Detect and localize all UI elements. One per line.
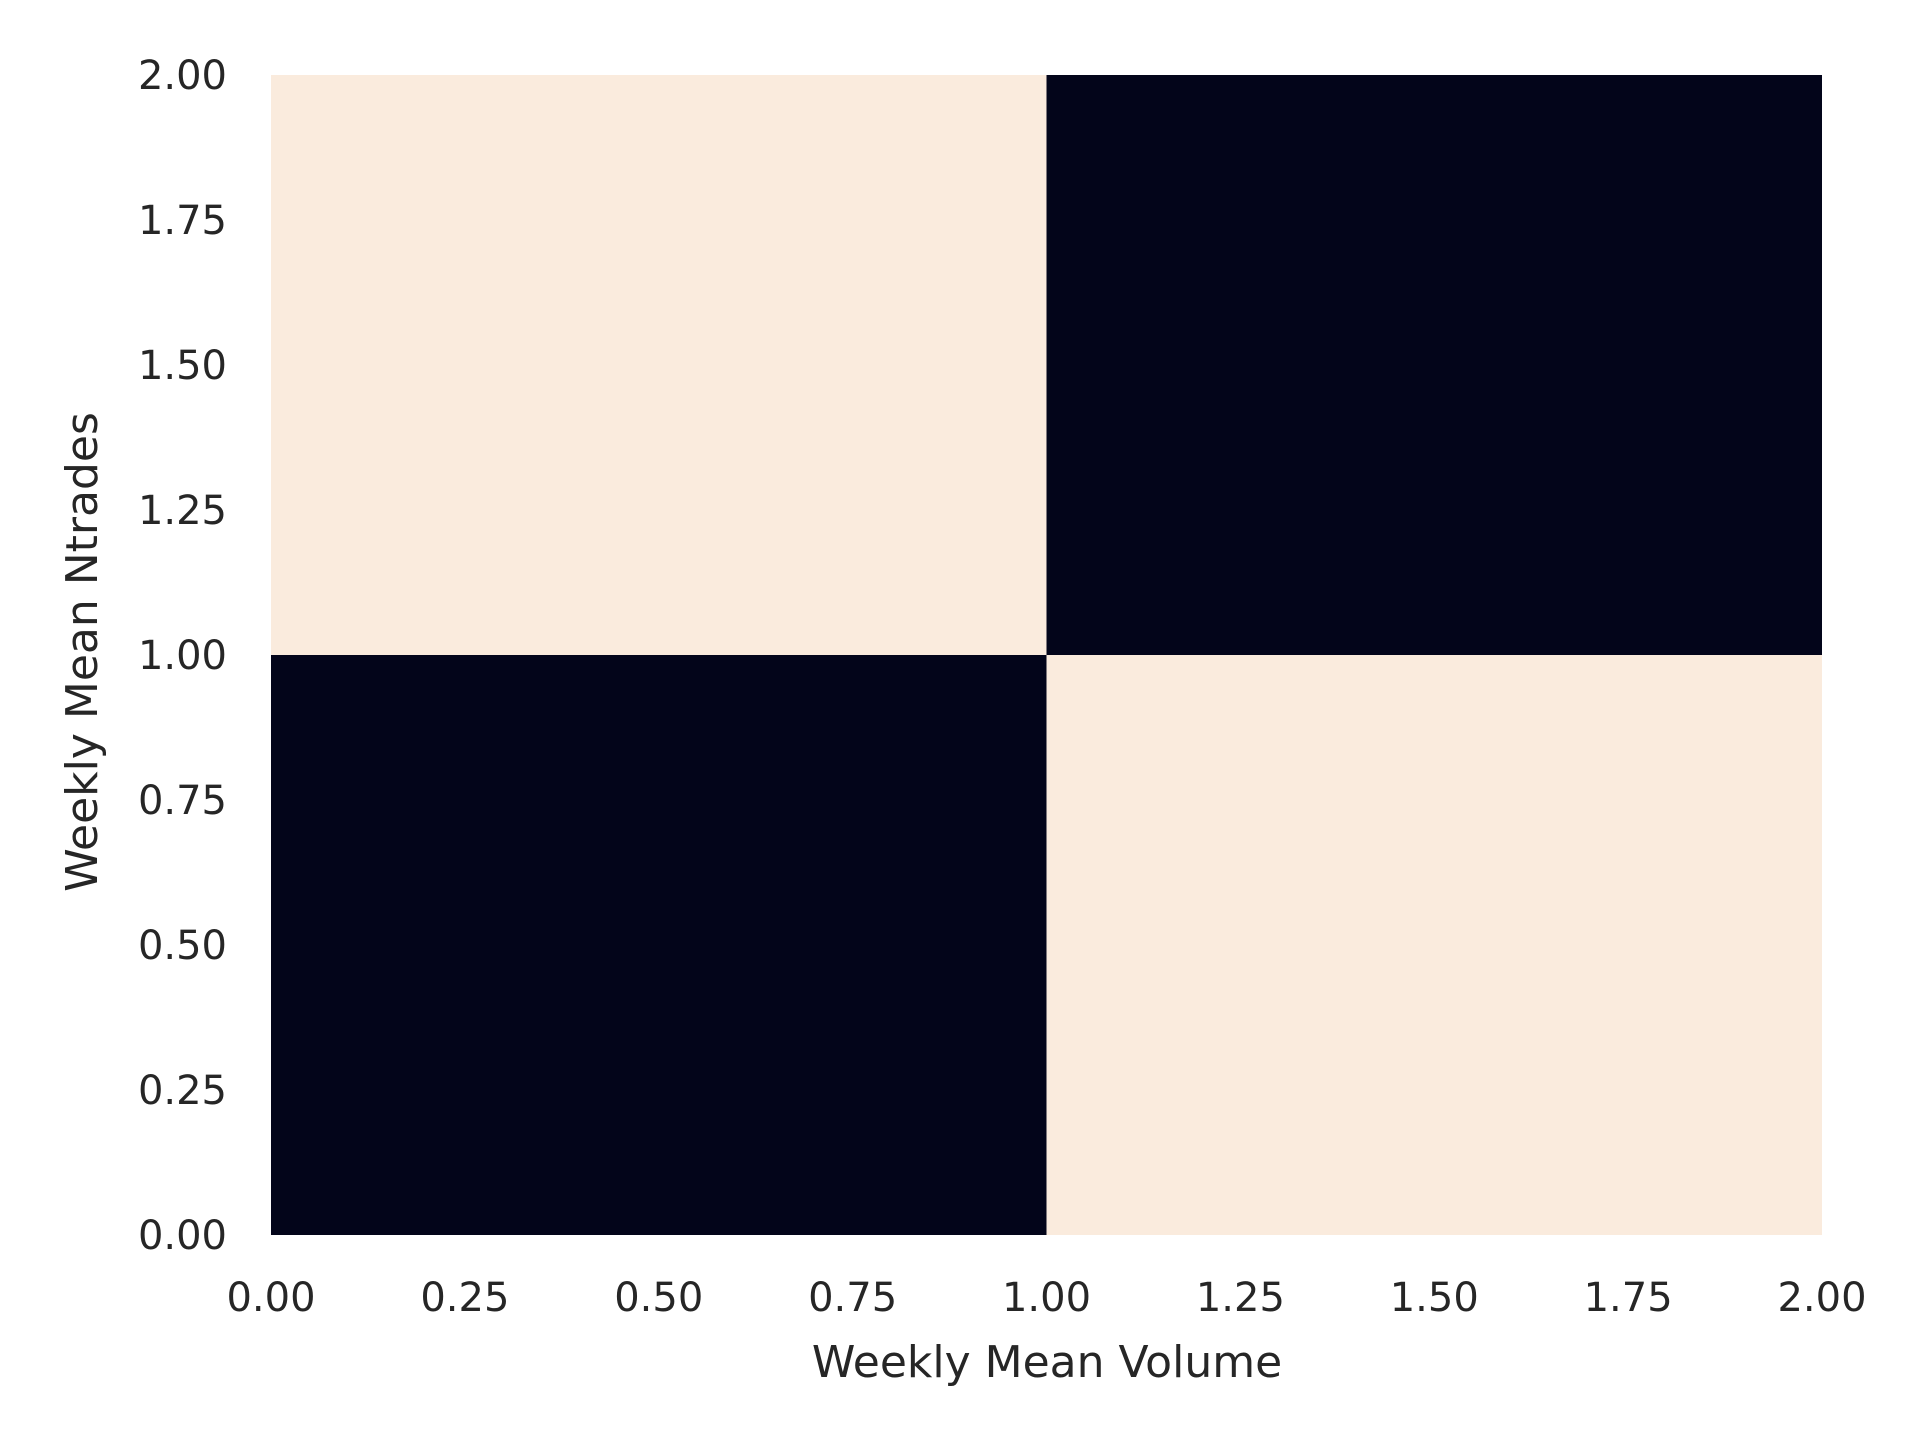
x-tick-label: 1.75 xyxy=(1584,1275,1673,1321)
y-tick-label: 1.25 xyxy=(138,488,227,534)
y-tick-label: 2.00 xyxy=(138,53,227,99)
y-axis-title: Weekly Mean Ntrades xyxy=(57,412,108,892)
y-tick-label: 1.00 xyxy=(138,633,227,679)
x-axis-title: Weekly Mean Volume xyxy=(812,1337,1282,1388)
x-tick-label: 2.00 xyxy=(1777,1275,1866,1321)
heatmap-cell-0 xyxy=(271,655,1047,1235)
x-axis-ticks: 0.00 0.25 0.50 0.75 1.00 1.25 1.50 1.75 2.00 xyxy=(226,1275,1866,1321)
y-axis-ticks: 0.00 0.25 0.50 0.75 1.00 1.25 1.50 1.75 2.00 xyxy=(138,53,227,1259)
y-tick-label: 1.50 xyxy=(138,343,227,389)
x-tick-label: 0.50 xyxy=(614,1275,703,1321)
x-tick-label: 1.25 xyxy=(1196,1275,1285,1321)
y-tick-label: 0.75 xyxy=(138,778,227,824)
heatmap-cell-1 xyxy=(1046,655,1822,1235)
x-tick-label: 0.25 xyxy=(420,1275,509,1321)
y-tick-label: 0.00 xyxy=(138,1213,227,1259)
heatmap-cell-3 xyxy=(1046,75,1822,655)
heatmap-cells xyxy=(271,75,1822,1235)
y-tick-label: 0.25 xyxy=(138,1068,227,1114)
x-tick-label: 1.50 xyxy=(1390,1275,1479,1321)
x-tick-label: 0.00 xyxy=(226,1275,315,1321)
heatmap-cell-2 xyxy=(271,75,1047,655)
x-tick-label: 1.00 xyxy=(1002,1275,1091,1321)
x-tick-label: 0.75 xyxy=(808,1275,897,1321)
y-tick-label: 1.75 xyxy=(138,198,227,244)
y-tick-label: 0.50 xyxy=(138,923,227,969)
